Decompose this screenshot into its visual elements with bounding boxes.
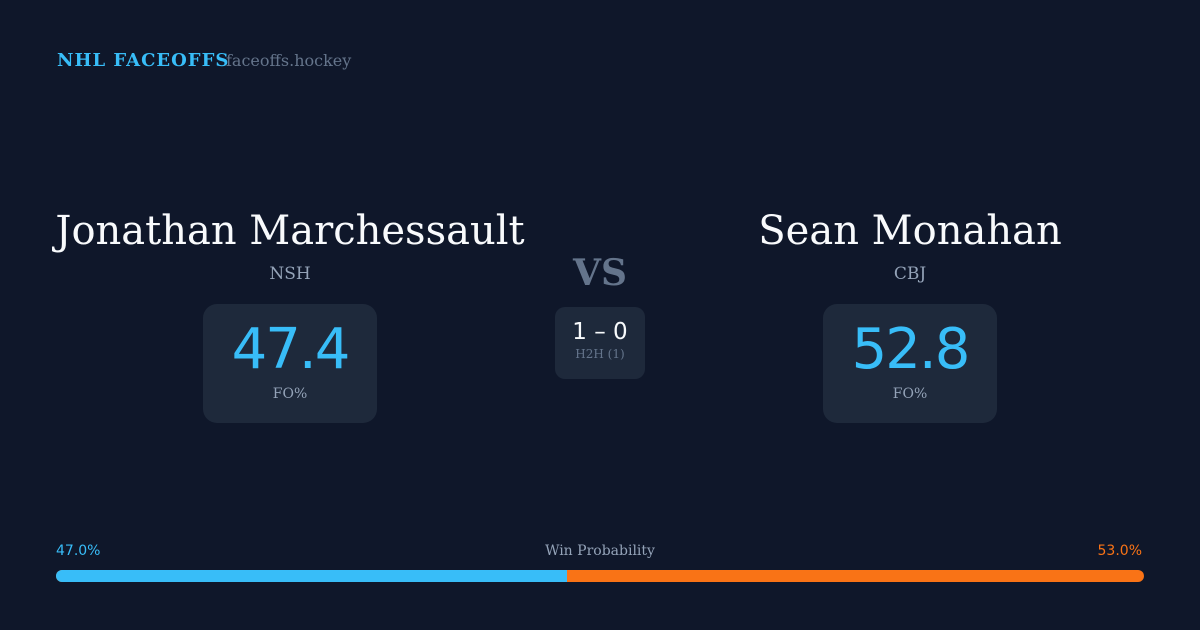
site-url: faceoffs.hockey bbox=[226, 51, 352, 70]
player-2-fo-label: FO% bbox=[892, 386, 928, 402]
player-2-panel: Sean Monahan CBJ 52.8 FO% bbox=[650, 205, 1170, 423]
win-prob-p1: 47.0% bbox=[56, 543, 101, 559]
player-1-name: Jonathan Marchessault bbox=[55, 208, 525, 254]
player-1-team: NSH bbox=[269, 264, 311, 284]
player-2-team: CBJ bbox=[893, 264, 927, 284]
win-prob-bar bbox=[56, 570, 1144, 582]
player-1-fo-card: 47.4 FO% bbox=[203, 304, 377, 423]
win-prob-bar-p1-fill bbox=[56, 570, 568, 582]
player-1-panel: Jonathan Marchessault NSH 47.4 FO% bbox=[30, 205, 550, 423]
h2h-score: 1 – 0 bbox=[572, 319, 628, 345]
brand-title: NHL FACEOFFS bbox=[57, 50, 230, 71]
vs-label: VS bbox=[573, 252, 627, 294]
h2h-card: 1 – 0 H2H (1) bbox=[555, 307, 645, 379]
player-2-name: Sean Monahan bbox=[758, 208, 1062, 254]
player-2-fo-card: 52.8 FO% bbox=[823, 304, 997, 423]
win-prob-label: Win Probability bbox=[545, 543, 655, 559]
player-1-fo-pct: 47.4 bbox=[231, 317, 351, 382]
h2h-label: H2H (1) bbox=[575, 347, 625, 361]
player-2-fo-pct: 52.8 bbox=[851, 317, 971, 382]
player-1-fo-label: FO% bbox=[272, 386, 308, 402]
win-prob-p2: 53.0% bbox=[1097, 543, 1142, 559]
